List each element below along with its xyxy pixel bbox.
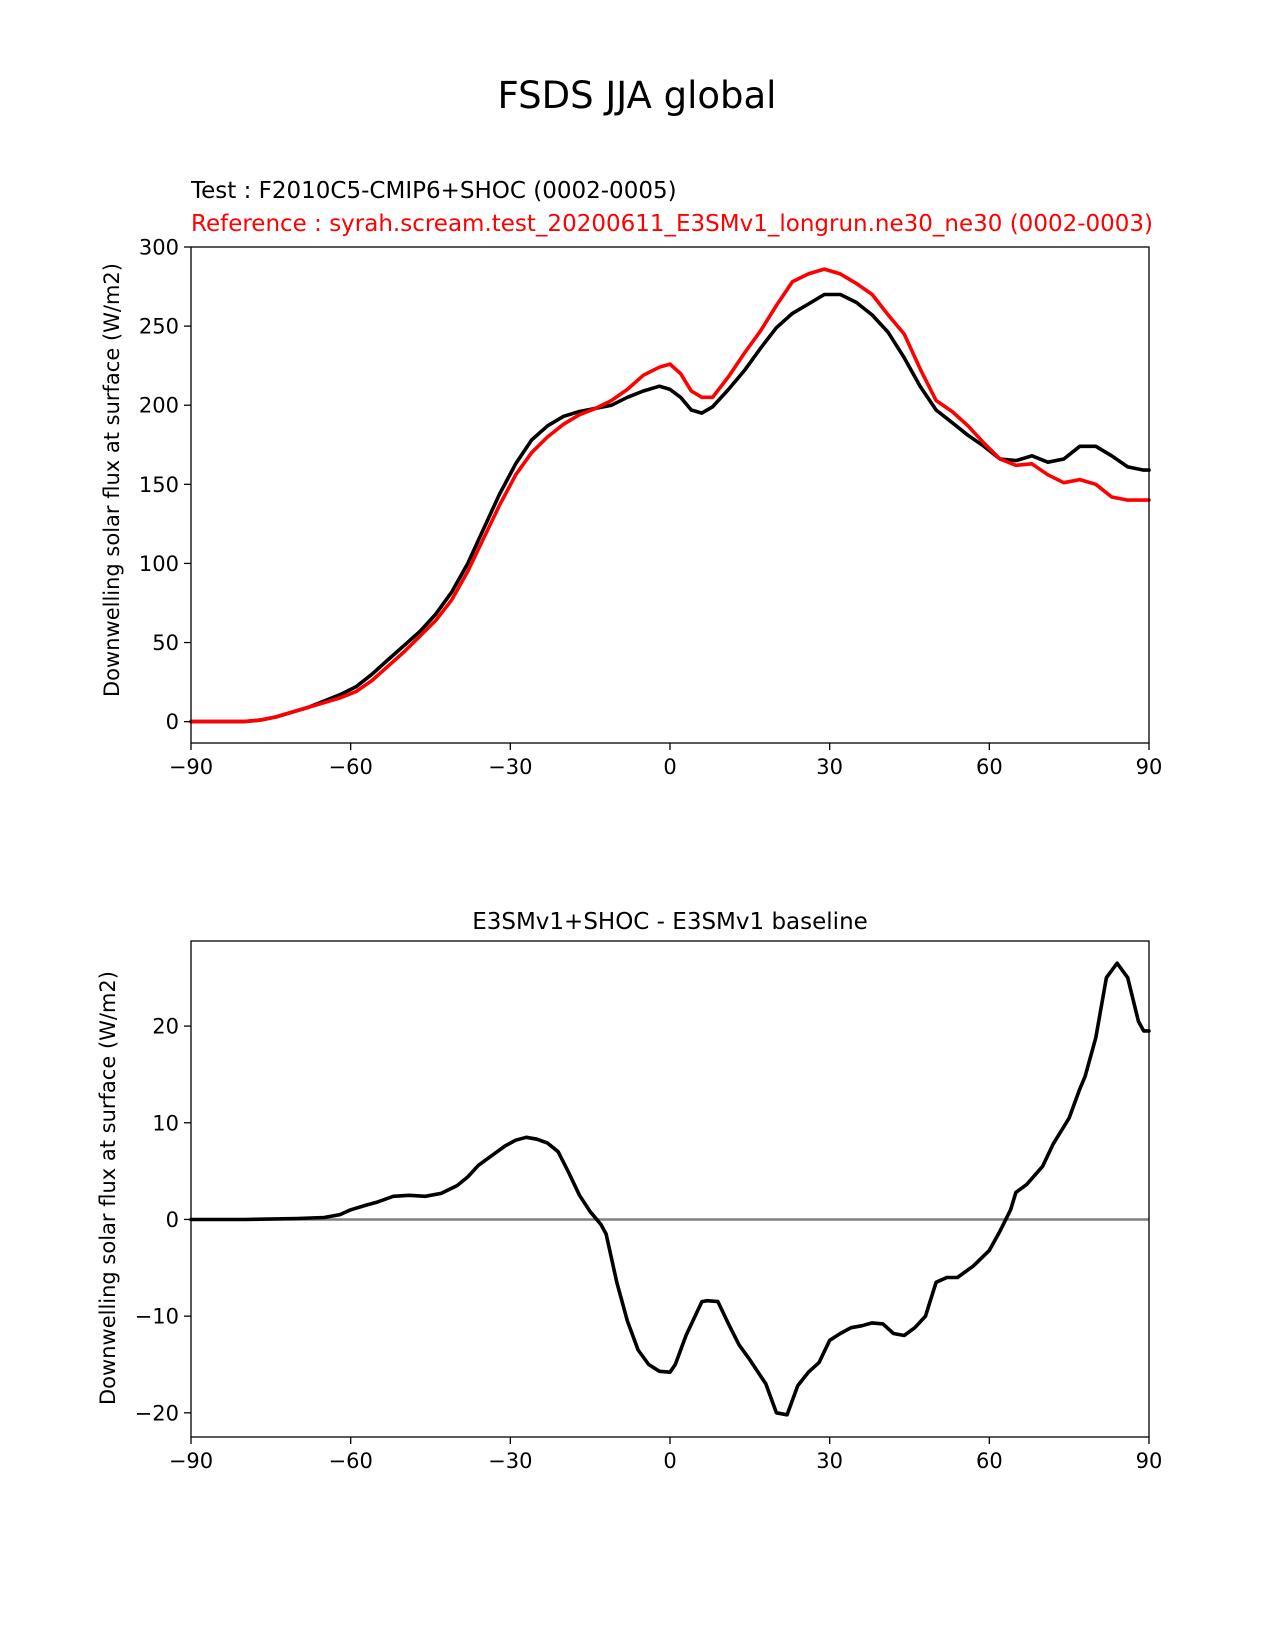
bottom-plot-frame — [190, 940, 1150, 1438]
bottom-x-tick-label: −90 — [169, 1449, 213, 1473]
bottom-y-axis-label: Downwelling solar flux at surface (W/m2) — [96, 971, 120, 1405]
top-series-group — [189, 267, 1151, 724]
bottom-x-tick-label: 90 — [1136, 1449, 1163, 1473]
top-y-tick-label: 100 — [139, 552, 179, 576]
top-y-tick-label: 200 — [139, 394, 179, 418]
bottom-y-tick-label: −10 — [135, 1305, 179, 1329]
bottom-ticks-group: −90 −60 −30 0 30 60 90 −20 −10 0 10 20 — [135, 1015, 1163, 1473]
bottom-y-tick-label: −20 — [135, 1401, 179, 1425]
top-y-tick-label: 0 — [166, 710, 179, 734]
top-x-tick-label: −30 — [488, 755, 532, 779]
figure-title: FSDS JJA global — [498, 74, 777, 117]
bottom-x-tick-label: 60 — [976, 1449, 1003, 1473]
top-y-tick-label: 250 — [139, 315, 179, 339]
bottom-x-tick-label: −60 — [329, 1449, 373, 1473]
top-x-tick-label: 30 — [816, 755, 843, 779]
top-series-reference-line — [189, 267, 1151, 724]
top-x-tick-label: −60 — [329, 755, 373, 779]
test-case-title: Test : F2010C5-CMIP6+SHOC (0002-0005) — [190, 178, 677, 204]
bottom-chart-title: E3SMv1+SHOC - E3SMv1 baseline — [472, 909, 868, 935]
top-x-tick-label: −90 — [169, 755, 213, 779]
bottom-y-tick-label: 20 — [152, 1015, 179, 1039]
top-x-tick-label: 0 — [663, 755, 676, 779]
bottom-series-difference-line — [189, 961, 1151, 1417]
top-y-tick-label: 150 — [139, 473, 179, 497]
top-y-tick-label: 300 — [139, 236, 179, 260]
bottom-x-tick-label: −30 — [488, 1449, 532, 1473]
reference-case-title: Reference : syrah.scream.test_20200611_E… — [191, 211, 1153, 237]
top-plot-frame — [190, 246, 1150, 744]
bottom-x-tick-label: 30 — [816, 1449, 843, 1473]
top-chart: Test : F2010C5-CMIP6+SHOC (0002-0005) Re… — [100, 178, 1162, 779]
top-x-tick-label: 90 — [1136, 755, 1163, 779]
bottom-chart: E3SMv1+SHOC - E3SMv1 baseline Downwellin… — [96, 909, 1162, 1473]
bottom-series-group — [189, 961, 1151, 1417]
top-y-tick-label: 50 — [152, 631, 179, 655]
bottom-y-tick-label: 10 — [152, 1111, 179, 1135]
top-y-axis-label: Downwelling solar flux at surface (W/m2) — [100, 263, 124, 697]
bottom-x-tick-label: 0 — [663, 1449, 676, 1473]
bottom-y-tick-label: 0 — [166, 1208, 179, 1232]
top-x-tick-label: 60 — [976, 755, 1003, 779]
top-ticks-group: −90 −60 −30 0 30 60 90 0 50 100 150 200 250 300 — [139, 236, 1162, 780]
